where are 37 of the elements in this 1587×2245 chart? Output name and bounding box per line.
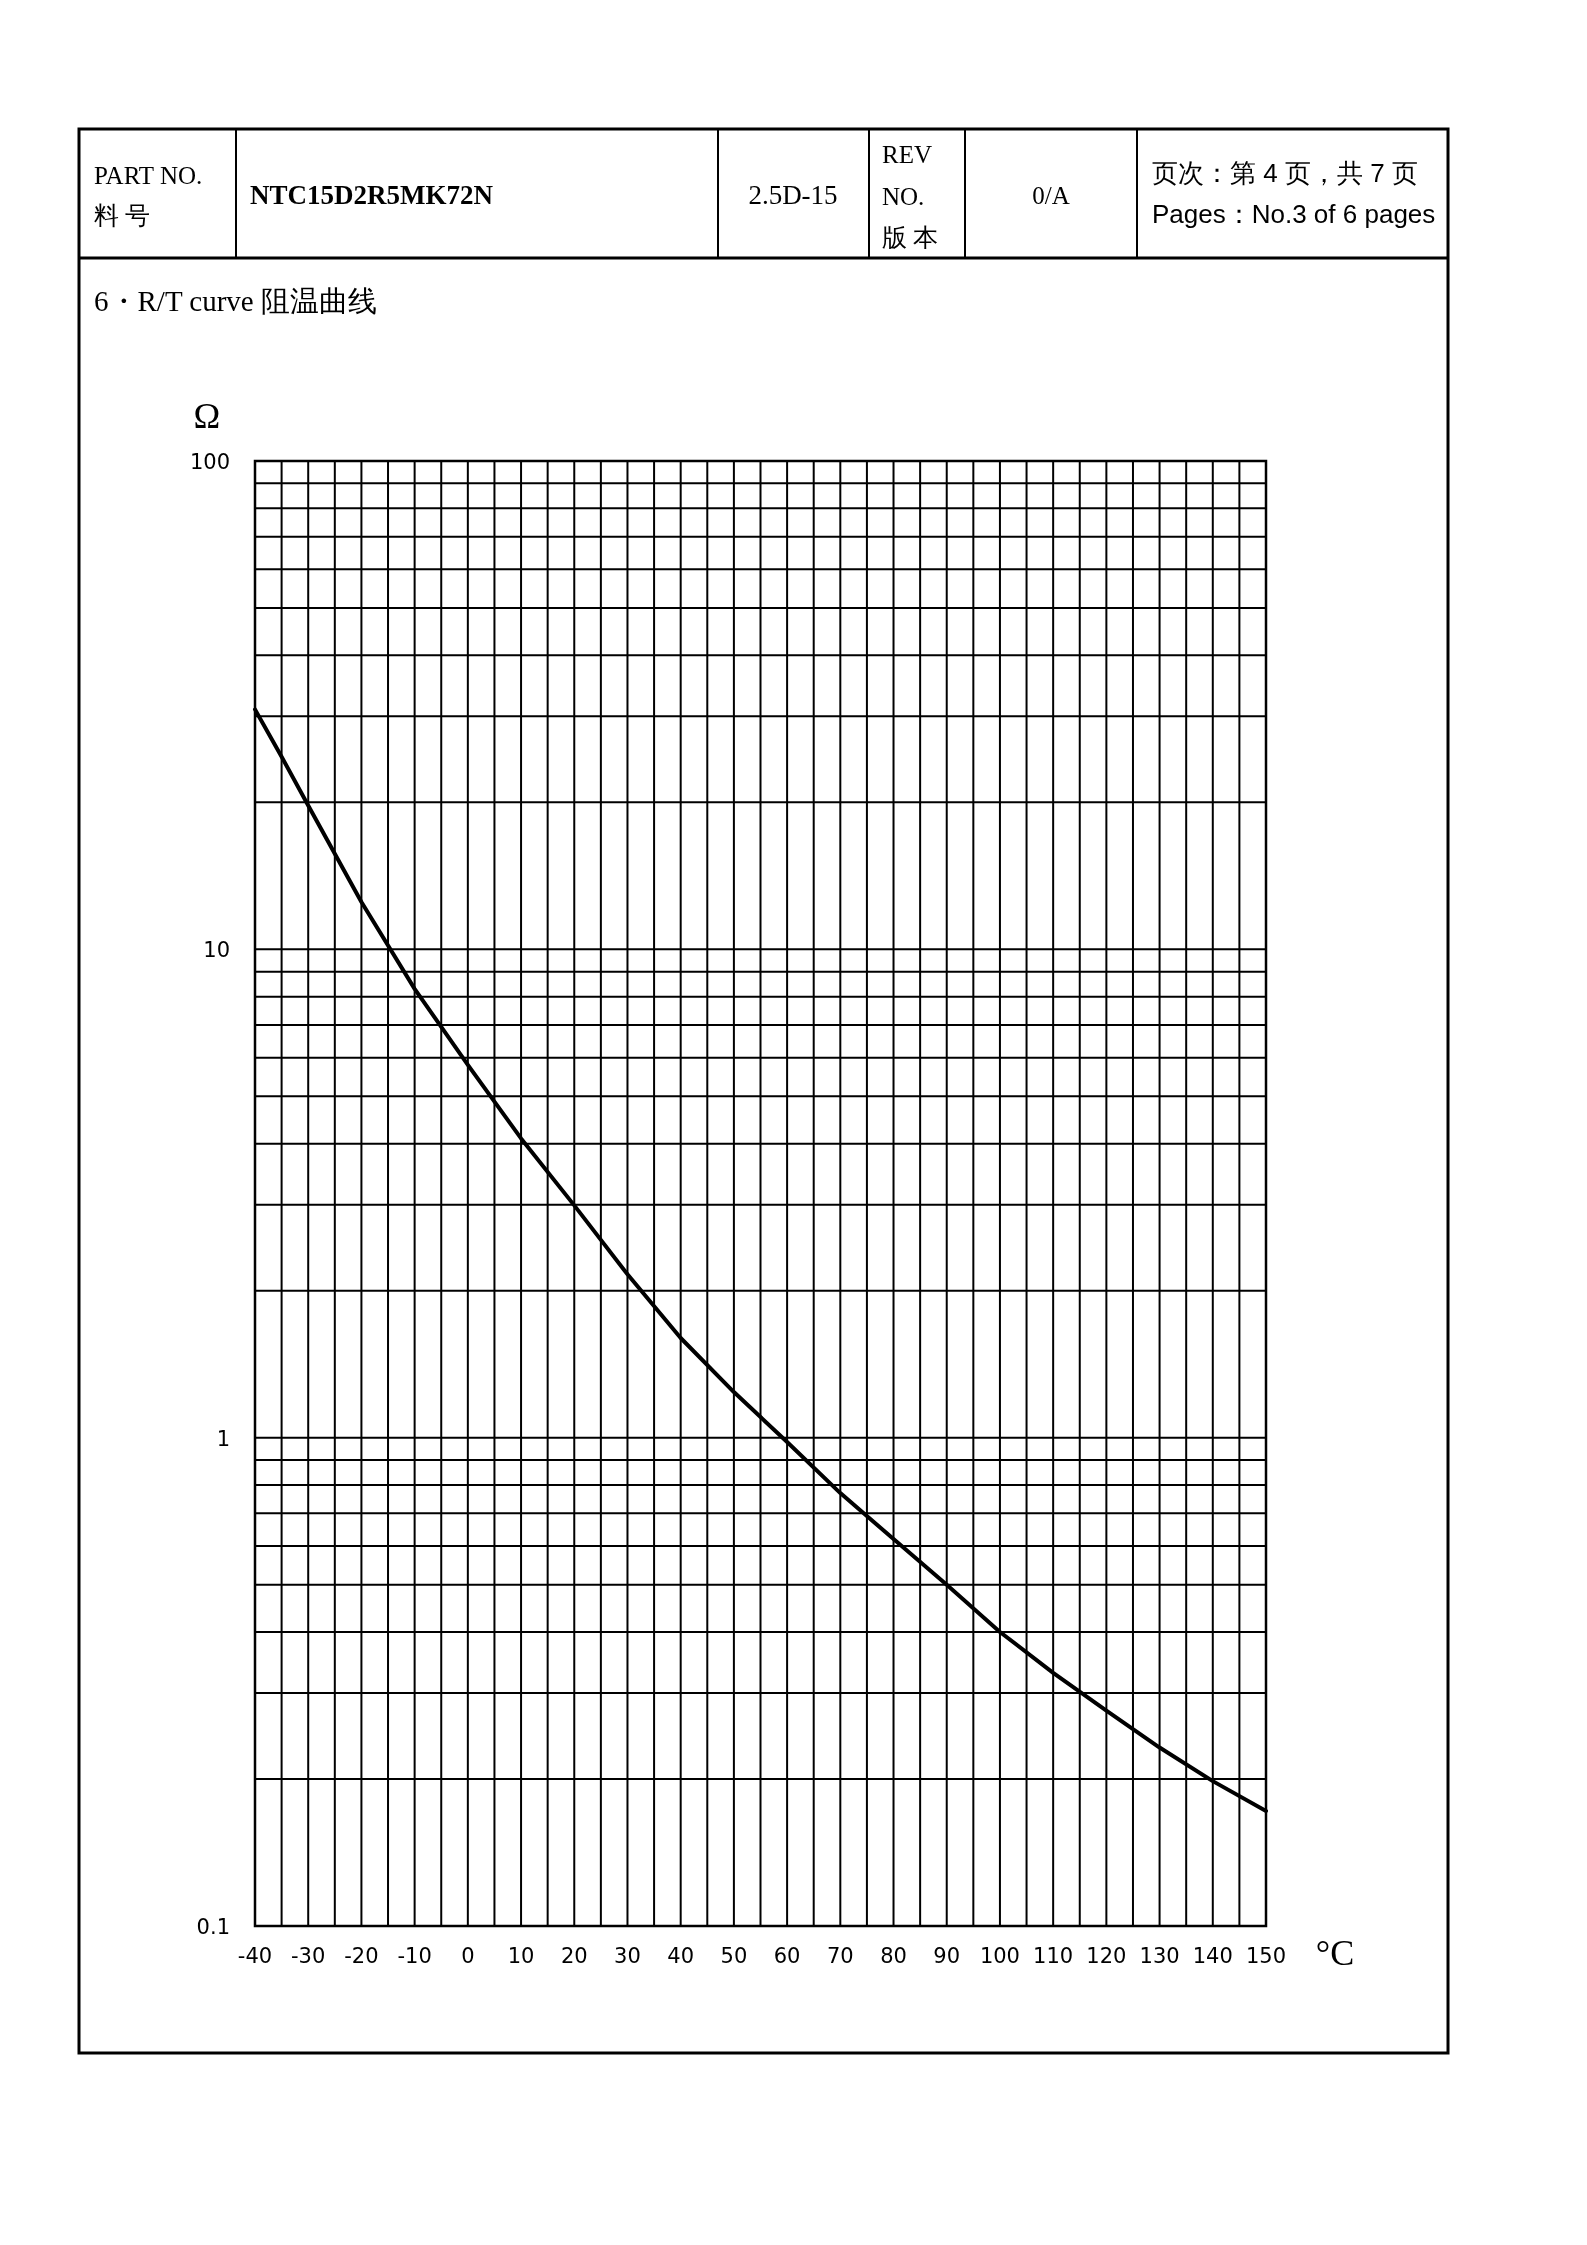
x-tick-label: 10 (507, 1944, 535, 1968)
y-axis-title: Ω (193, 396, 221, 436)
y-tick-label: 1 (216, 1426, 230, 1451)
x-tick-label: 60 (773, 1944, 801, 1968)
x-tick-label: 40 (667, 1944, 695, 1968)
x-tick-label: -20 (344, 1944, 379, 1968)
text: 料 号 (94, 202, 151, 229)
y-tick-label: 100 (189, 450, 230, 474)
x-tick-label: 110 (1033, 1944, 1074, 1968)
x-tick-label: 50 (720, 1944, 748, 1968)
text: 版 本 (882, 224, 939, 251)
x-tick-label: 100 (979, 1944, 1020, 1968)
x-tick-label: -30 (291, 1944, 326, 1968)
text: 2.5D-15 (748, 180, 838, 210)
x-tick-label: 130 (1139, 1944, 1180, 1968)
text: NTC15D2R5MK72N (250, 180, 494, 210)
x-tick-label: -40 (237, 1944, 273, 1968)
x-tick-label: 30 (614, 1944, 641, 1968)
text: NO. (882, 183, 925, 210)
text: REV (882, 141, 932, 168)
text: 页次：第 4 页，共 7 页 (1152, 158, 1418, 188)
x-tick-label: 120 (1086, 1944, 1127, 1968)
chart-title: 6・R/T curve 阻温曲线 (94, 285, 377, 317)
y-tick-label: 0.1 (196, 1915, 230, 1939)
x-axis-title: °C (1315, 1933, 1355, 1973)
text: 0/A (1032, 182, 1070, 209)
x-tick-label: 140 (1192, 1944, 1233, 1968)
x-tick-label: -10 (397, 1944, 432, 1968)
x-tick-label: 80 (880, 1944, 907, 1968)
text: Pages：No.3 of 6 pages (1152, 199, 1436, 229)
text: PART NO. (94, 162, 203, 189)
x-tick-label: 20 (560, 1944, 588, 1968)
x-tick-label: 70 (826, 1944, 854, 1968)
x-tick-label: 90 (933, 1944, 961, 1968)
x-tick-label: 150 (1245, 1944, 1287, 1968)
x-tick-label: 0 (461, 1944, 475, 1968)
y-tick-label: 10 (203, 938, 230, 963)
